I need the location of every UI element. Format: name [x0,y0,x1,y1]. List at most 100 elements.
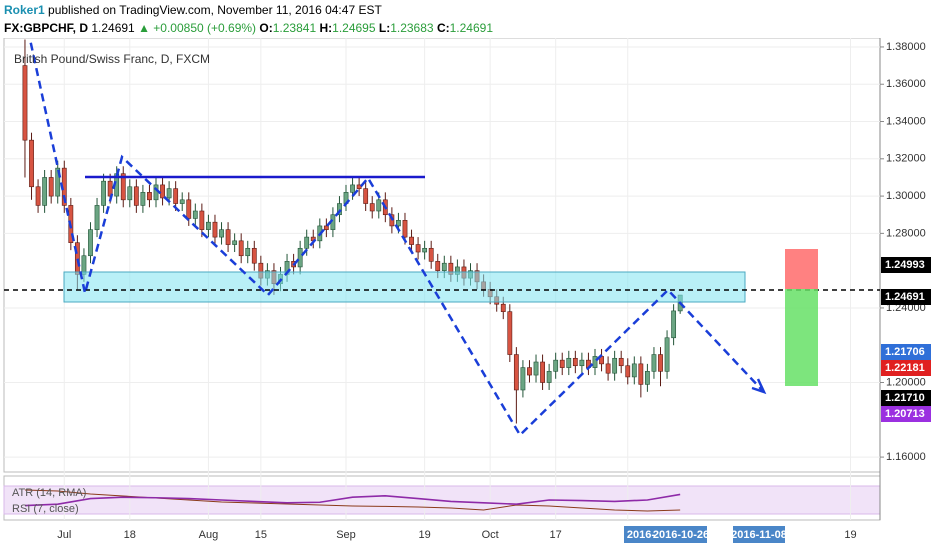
candle-body [592,356,598,368]
candle-body [625,365,631,378]
candle-body [507,311,513,355]
candle-body [304,236,310,249]
candle-body [618,357,624,367]
date-badge-label: 2016-10-26 [653,529,709,541]
candle-body [566,357,572,368]
published: published on TradingView.com, November 1… [44,3,382,17]
x-tick-label: Jul [57,529,71,541]
candle-body [337,203,342,216]
stop-box [785,249,818,289]
quote-line: FX:GBPCHF, D 1.24691 ▲ +0.00850 (+0.69%)… [4,21,493,35]
y-tick-label: 1.30000 [886,190,926,202]
candle-body [553,359,559,372]
arrow-head [751,378,767,395]
price-badge [881,289,931,305]
x-tick-label: Sep [336,529,356,541]
candle-body [612,357,618,374]
candle-body [409,236,414,245]
change: ▲ +0.00850 (+0.69%) [138,21,257,35]
candle-body [605,363,611,374]
c: 1.24691 [449,21,493,35]
candle-body [238,240,244,257]
candle-body [225,229,231,245]
candle-body [441,262,447,271]
candle-body [513,354,519,391]
symbol: FX:GBPCHF, D [4,21,88,35]
candle-body [251,247,257,264]
chart: British Pound/Swiss Franc, D, FXCM 1.380… [3,38,931,543]
chart-title: British Pound/Swiss Franc, D, FXCM [14,52,210,66]
candle-body [645,371,650,385]
candle-body [579,359,585,367]
candle-body [120,173,126,201]
candle-body [192,210,198,219]
y-tick-label: 1.32000 [886,153,926,165]
candle-body [127,186,133,201]
candle-body [199,210,205,230]
price-badge [881,390,931,406]
x-tick-label: 19 [419,529,431,541]
candle-body [356,184,362,189]
price-badge-label: 1.24993 [885,259,925,271]
y-tick-label: 1.34000 [886,115,926,127]
candle-body [350,184,355,193]
x-tick-label: 15 [255,529,267,541]
candle-body [671,310,677,339]
candle-body [376,199,382,212]
date-badge-label: 2016-11-08 [731,529,787,541]
c-label: C: [436,21,450,35]
x-tick-label: 17 [550,529,562,541]
candle-body [245,247,251,257]
y-tick-label: 1.20000 [886,376,926,388]
candle-body [48,177,54,197]
y-tick-label: 1.16000 [886,451,926,463]
x-tick-label: 18 [124,529,136,541]
candle-body [101,180,106,206]
candle-body [546,371,552,383]
candle-body [638,363,644,385]
h: 1.24695 [332,21,376,35]
candle-body [147,192,152,201]
x-tick-label: Aug [199,529,219,541]
candle-body [29,139,34,188]
l-label: L: [378,21,391,35]
candle-body [35,186,41,206]
candle-body [166,188,172,199]
price-badge-label: 1.22181 [885,362,925,374]
y-tick-label: 1.28000 [886,227,926,239]
price-badge-label: 1.20713 [885,408,925,420]
l: 1.23683 [390,21,434,35]
h-label: H: [319,21,333,35]
date-badge-label: 2016- [627,529,655,541]
date-badge [655,526,707,543]
candle-body [323,225,329,230]
candle-body [186,199,192,219]
candle-body [415,244,421,253]
candle-body [22,65,28,141]
candle-body [363,188,369,204]
candle-body [42,177,48,206]
author[interactable]: Roker1 [4,3,45,17]
candle-body [232,240,238,245]
candle-body [651,354,657,372]
candle-body [500,303,506,312]
indicator-line [24,493,681,507]
zigzag [28,38,763,438]
price-badge-label: 1.21710 [885,392,925,404]
candle-body [369,203,375,212]
target-box [785,289,818,386]
candle-body [94,205,100,230]
indicator-label: ATR (14, RMA) [12,487,86,499]
price-badge [881,360,931,376]
price-badge [881,406,931,422]
price-pane [3,38,881,473]
candle-body [133,186,139,206]
date-badge [624,526,658,543]
candle-body [88,229,93,257]
x-tick-label: Oct [482,529,499,541]
price-badge [881,257,931,273]
date-badge [733,526,785,543]
price-badge-label: 1.21706 [885,346,925,358]
publish-line: Roker1 published on TradingView.com, Nov… [4,3,382,17]
